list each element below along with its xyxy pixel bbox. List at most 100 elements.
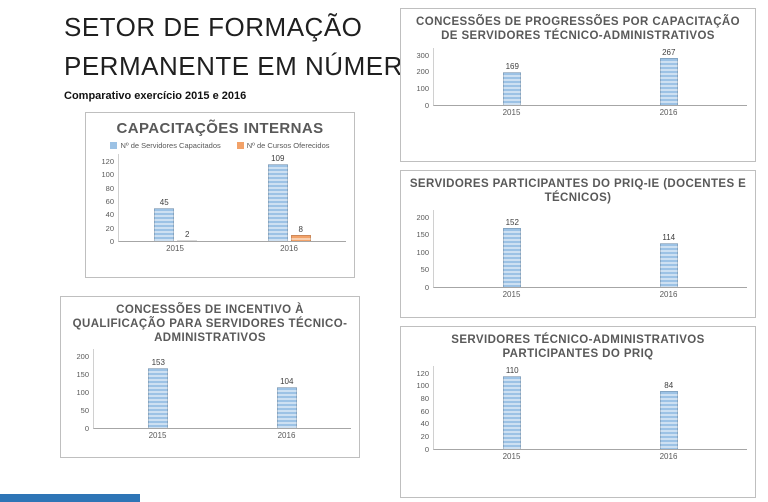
- y-tick-label: 50: [420, 265, 429, 275]
- x-category-label: 2015: [166, 244, 184, 253]
- bar: [503, 228, 522, 287]
- bar-group: 110: [434, 366, 591, 449]
- bar-wrap: 267: [659, 47, 678, 105]
- y-tick-label: 0: [424, 282, 429, 292]
- page-title-line2: PERMANENTE EM NÚMEROS: [64, 51, 442, 81]
- plot-area: 169 267: [433, 47, 747, 106]
- bar-value-label: 2: [185, 229, 190, 239]
- y-tick-label: 0: [84, 424, 89, 434]
- bar-value-label: 267: [662, 47, 676, 57]
- legend-item: Nº de Servidores Capacitados: [110, 141, 221, 150]
- y-axis: 120 100 80 60 40 20 0: [409, 366, 433, 453]
- bar-group: 153: [94, 349, 223, 429]
- chart-title: SERVIDORES TÉCNICO-ADMINISTRATIVOS PARTI…: [451, 334, 705, 360]
- y-tick-label: 80: [105, 183, 114, 193]
- bar-wrap: 153: [148, 349, 169, 429]
- bar-wrap: 152: [503, 210, 522, 287]
- chart-area: Nº de Servidores Capacitados Nº de Cursos…: [94, 141, 346, 253]
- plot-area: 153 104: [93, 349, 352, 430]
- legend-item: Nº de Cursos Oferecidos: [236, 141, 330, 150]
- y-tick-label: 200: [416, 212, 429, 222]
- bar-value-label: 8: [298, 225, 303, 235]
- bar-value-label: 169: [505, 62, 519, 72]
- y-tick-label: 200: [76, 352, 89, 362]
- chart-title: CAPACITAÇÕES INTERNAS: [116, 120, 324, 137]
- y-tick-label: 0: [424, 444, 429, 454]
- chart-area: 300 200 100 0 169 267 2015 2016: [409, 47, 747, 117]
- bar: [177, 239, 198, 241]
- chart-concessoes-incentivo-qualificacao: CONCESSÕES DE INCENTIVO À QUALIFICAÇÃO P…: [60, 296, 360, 458]
- y-axis: 200 150 100 50 0: [409, 210, 433, 291]
- y-tick-label: 40: [105, 210, 114, 220]
- x-category-label: 2016: [659, 451, 678, 461]
- bar-value-label: 110: [505, 365, 519, 375]
- chart-servidores-priq: SERVIDORES TÉCNICO-ADMINISTRATIVOS PARTI…: [400, 326, 756, 498]
- y-tick-label: 120: [101, 157, 114, 166]
- x-category-label: 2016: [659, 107, 678, 117]
- chart-servidores-priq-ie: SERVIDORES PARTICIPANTES DO PRIQ-IE (DOC…: [400, 170, 756, 318]
- y-tick-label: 200: [416, 67, 429, 77]
- bar-value-label: 104: [280, 377, 294, 387]
- y-axis: 300 200 100 0: [409, 48, 433, 109]
- bar: [290, 235, 311, 241]
- bar-value-label: 84: [664, 380, 674, 390]
- plot-area: 152 114: [433, 209, 748, 288]
- page-subtitle: Comparativo exercício 2015 e 2016: [64, 90, 247, 102]
- legend-swatch: [110, 142, 118, 149]
- bar-wrap: 114: [659, 210, 678, 287]
- chart-concessoes-progressoes-capacitacao: CONCESSÕES DE PROGRESSÕES POR CAPACITAÇÃ…: [400, 8, 756, 162]
- bar: [154, 208, 175, 241]
- y-axis: 200 150 100 50 0: [69, 349, 93, 433]
- bar-value-label: 114: [662, 232, 676, 242]
- y-tick-label: 100: [416, 381, 429, 391]
- bar-wrap: 45: [154, 154, 175, 241]
- chart-plot-row: 200 150 100 50 0 152 114: [409, 209, 748, 291]
- bar-group: 109 8: [233, 154, 347, 241]
- y-tick-label: 20: [420, 431, 429, 441]
- y-tick-label: 40: [420, 419, 429, 429]
- x-category-label: 2015: [502, 451, 521, 461]
- x-axis: 2015 2016: [93, 429, 351, 440]
- chart-area: 200 150 100 50 0 152 114 2015 2016: [409, 209, 748, 299]
- chart-plot-row: 120 100 80 60 40 20 0 45 2 109 8: [94, 154, 346, 246]
- bar: [148, 367, 169, 429]
- chart-title: CONCESSÕES DE PROGRESSÕES POR CAPACITAÇÃ…: [416, 16, 740, 42]
- page-title: SETOR DE FORMAÇÃO PERMANENTE EM NÚMEROS: [64, 8, 441, 86]
- x-category-label: 2015: [502, 289, 521, 299]
- plot-area: 45 2 109 8: [118, 154, 346, 242]
- x-category-label: 2016: [659, 289, 678, 299]
- chart-area: 120 100 80 60 40 20 0 110 84 2015 2016: [409, 365, 747, 461]
- bar: [659, 57, 678, 105]
- legend-label: Nº de Cursos Oferecidos: [246, 141, 330, 150]
- x-category-label: 2016: [280, 244, 298, 253]
- x-category-label: 2015: [502, 107, 521, 117]
- bar-group: 104: [223, 349, 352, 429]
- x-axis: 2015 2016: [433, 288, 747, 299]
- bar-wrap: 169: [503, 48, 522, 105]
- y-tick-label: 100: [416, 83, 429, 93]
- bar-value-label: 153: [151, 357, 165, 367]
- legend-swatch: [236, 142, 244, 149]
- chart-plot-row: 200 150 100 50 0 153 104: [69, 349, 352, 433]
- y-tick-label: 50: [80, 406, 89, 416]
- y-tick-label: 0: [424, 100, 429, 110]
- bar-wrap: 109: [267, 154, 288, 241]
- bar: [276, 387, 297, 429]
- bar-group: 114: [591, 210, 748, 287]
- bar-value-label: 45: [159, 198, 169, 208]
- y-axis: 120 100 80 60 40 20 0: [94, 154, 118, 246]
- y-tick-label: 150: [416, 230, 429, 240]
- bar-wrap: 84: [659, 366, 678, 449]
- bar-group: 169: [434, 48, 591, 105]
- bar-group: 45 2: [119, 154, 233, 241]
- chart-capacitacoes-internas: CAPACITAÇÕES INTERNAS Nº de Servidores C…: [85, 112, 355, 278]
- chart-plot-row: 120 100 80 60 40 20 0 110 84: [409, 365, 747, 453]
- x-axis: 2015 2016: [433, 450, 747, 461]
- bar-value-label: 109: [271, 154, 285, 163]
- page-title-line1: SETOR DE FORMAÇÃO: [64, 12, 363, 42]
- y-tick-label: 0: [109, 236, 114, 246]
- chart-title: SERVIDORES PARTICIPANTES DO PRIQ-IE (DOC…: [409, 178, 747, 204]
- chart-plot-row: 300 200 100 0 169 267: [409, 47, 747, 109]
- plot-area: 110 84: [433, 365, 747, 450]
